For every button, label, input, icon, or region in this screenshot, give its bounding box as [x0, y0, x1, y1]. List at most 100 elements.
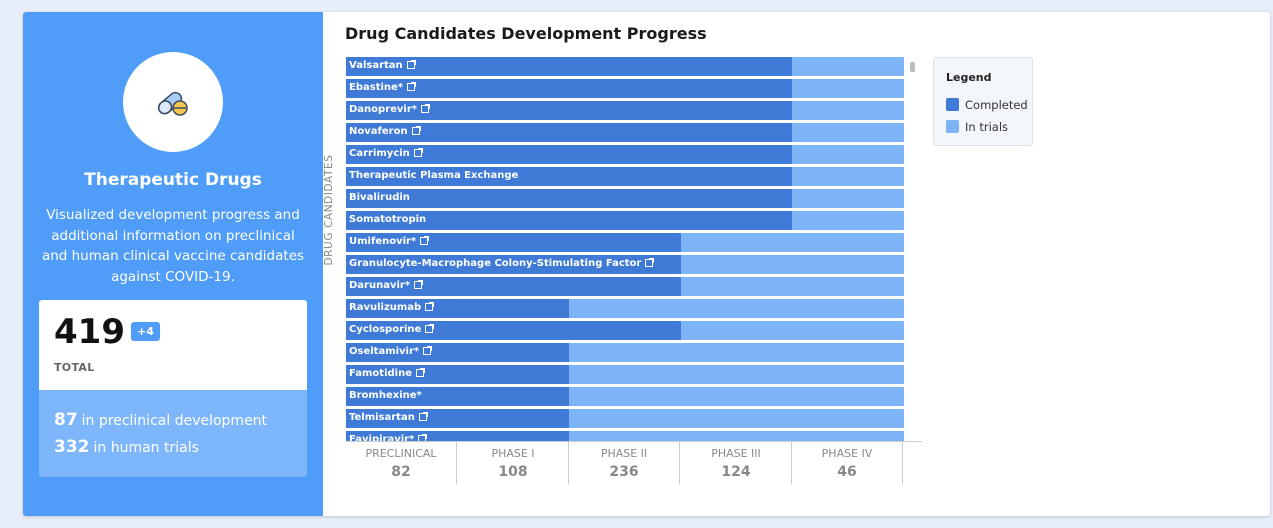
drug-name-label[interactable]: Favipiravir* [349, 434, 428, 441]
drug-name-label[interactable]: Darunavir* [349, 280, 424, 291]
trials-stat: 332 in human trials [54, 437, 199, 457]
drug-bar-row[interactable]: Darunavir* [346, 277, 904, 296]
legend-box: Legend Completed In trials [933, 57, 1033, 146]
drug-name-text: Carrimycin [349, 148, 410, 159]
drug-name-label[interactable]: Danoprevir* [349, 104, 431, 115]
drug-name-label[interactable]: Famotidine [349, 368, 425, 379]
drug-name-label[interactable]: Ravulizumab [349, 302, 435, 313]
chart-title: Drug Candidates Development Progress [345, 24, 707, 43]
external-link-icon[interactable] [418, 412, 428, 421]
legend-item-in-trials: In trials [946, 120, 1008, 134]
drug-name-label[interactable]: Ebastine* [349, 82, 417, 93]
y-axis-label: DRUG CANDIDATES [323, 154, 335, 266]
drug-name-label[interactable]: Therapeutic Plasma Exchange [349, 170, 518, 181]
completed-bar [346, 101, 792, 120]
phase-count: 108 [498, 464, 528, 480]
drug-bar-row[interactable]: Therapeutic Plasma Exchange [346, 167, 904, 186]
drug-bar-row[interactable]: Somatotropin [346, 211, 904, 230]
phase-label: PHASE IV [821, 447, 873, 460]
drug-name-text: Valsartan [349, 60, 403, 71]
drug-name-label[interactable]: Granulocyte-Macrophage Colony-Stimulatin… [349, 258, 655, 269]
completed-bar [346, 145, 792, 164]
total-label: TOTAL [54, 361, 95, 374]
external-link-icon[interactable] [418, 434, 428, 441]
drug-bar-row[interactable]: Umifenovir* [346, 233, 904, 252]
completed-bar [346, 299, 569, 318]
phase-label: PHASE II [600, 447, 648, 460]
drug-bar-row[interactable]: Novaferon [346, 123, 904, 142]
drug-bar-row[interactable]: Carrimycin [346, 145, 904, 164]
drug-name-label[interactable]: Valsartan [349, 60, 416, 71]
drug-bar-row[interactable]: Oseltamivir* [346, 343, 904, 362]
drug-bar-row[interactable]: Ravulizumab [346, 299, 904, 318]
external-link-icon[interactable] [420, 236, 430, 245]
external-link-icon[interactable] [414, 280, 424, 289]
external-link-icon[interactable] [406, 60, 416, 69]
total-count: 419 [54, 312, 125, 352]
drug-bar-row[interactable]: Ebastine* [346, 79, 904, 98]
drug-name-text: Famotidine [349, 368, 412, 379]
drug-name-text: Ravulizumab [349, 302, 422, 313]
external-link-icon[interactable] [421, 104, 431, 113]
external-link-icon[interactable] [415, 368, 425, 377]
completed-bar [346, 409, 569, 428]
drug-bar-row[interactable]: Danoprevir* [346, 101, 904, 120]
drug-progress-chart[interactable]: Valsartan Ebastine* Danoprevir* Novaferon Ca… [346, 55, 906, 441]
phase-count: 46 [837, 464, 857, 480]
external-link-icon[interactable] [413, 148, 423, 157]
phase-column-2: PHASE II 236 [569, 442, 680, 484]
stats-box: 87 in preclinical development 332 in human… [39, 390, 307, 477]
drug-name-label[interactable]: Umifenovir* [349, 236, 430, 247]
drug-bar-row[interactable]: Bivalirudin [346, 189, 904, 208]
drug-bar-row[interactable]: Valsartan [346, 57, 904, 76]
completed-bar [346, 365, 569, 384]
external-link-icon[interactable] [645, 258, 655, 267]
external-link-icon[interactable] [425, 324, 435, 333]
chart-scrollbar[interactable] [910, 62, 915, 72]
external-link-icon[interactable] [425, 302, 435, 311]
drug-bar-row[interactable]: Cyclosporine [346, 321, 904, 340]
sidebar-description: Visualized development progress and addi… [41, 207, 305, 285]
drug-name-label[interactable]: Cyclosporine [349, 324, 435, 335]
phase-label: PHASE III [711, 447, 761, 460]
sidebar-panel: Therapeutic Drugs Visualized development… [23, 12, 323, 516]
external-link-icon[interactable] [411, 126, 421, 135]
drug-name-label[interactable]: Bivalirudin [349, 192, 410, 203]
drug-bar-row[interactable]: Famotidine [346, 365, 904, 384]
drug-name-text: Favipiravir* [349, 434, 415, 441]
completed-swatch [946, 98, 959, 111]
completed-bar [346, 57, 792, 76]
drug-bar-row[interactable]: Bromhexine* [346, 387, 904, 406]
external-link-icon[interactable] [423, 346, 433, 355]
phase-axis: PRECLINICAL 82 PHASE I 108 PHASE II 236 PHASE … [346, 441, 922, 484]
drug-name-text: Novaferon [349, 126, 408, 137]
phase-column-3: PHASE III 124 [681, 442, 792, 484]
legend-completed-label: Completed [965, 98, 1028, 112]
preclinical-stat: 87 in preclinical development [54, 410, 267, 430]
drug-name-label[interactable]: Carrimycin [349, 148, 423, 159]
phase-column-1: PHASE I 108 [458, 442, 569, 484]
drug-name-label[interactable]: Somatotropin [349, 214, 426, 225]
drug-bar-row[interactable]: Favipiravir* [346, 431, 904, 441]
completed-bar [346, 167, 792, 186]
phase-column-0: PRECLINICAL 82 [346, 442, 457, 484]
legend-item-completed: Completed [946, 98, 1028, 112]
completed-bar [346, 189, 792, 208]
drug-name-label[interactable]: Telmisartan [349, 412, 428, 423]
completed-bar [346, 255, 681, 274]
drug-name-text: Danoprevir* [349, 104, 418, 115]
drug-name-label[interactable]: Oseltamivir* [349, 346, 433, 357]
drug-name-text: Bivalirudin [349, 192, 410, 203]
completed-bar [346, 387, 569, 406]
drug-bar-row[interactable]: Telmisartan [346, 409, 904, 428]
completed-bar [346, 79, 792, 98]
drug-name-label[interactable]: Novaferon [349, 126, 421, 137]
drug-name-text: Darunavir* [349, 280, 411, 291]
legend-in-trials-label: In trials [965, 120, 1009, 134]
preclinical-text: in preclinical development [81, 413, 268, 429]
completed-bar [346, 123, 792, 142]
drug-name-text: Telmisartan [349, 412, 415, 423]
drug-name-label[interactable]: Bromhexine* [349, 390, 422, 401]
external-link-icon[interactable] [407, 82, 417, 91]
drug-bar-row[interactable]: Granulocyte-Macrophage Colony-Stimulatin… [346, 255, 904, 274]
